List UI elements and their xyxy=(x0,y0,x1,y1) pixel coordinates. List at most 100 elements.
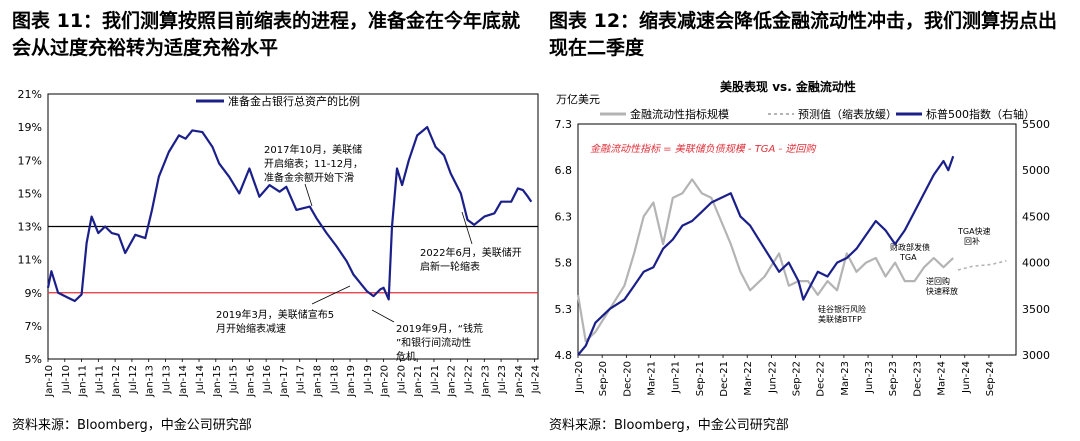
chart2-y-tick-label: 4.8 xyxy=(555,349,573,362)
chart2-y-tick-label: 7.3 xyxy=(555,118,573,131)
chart1-x-tick-label: Jan-21 xyxy=(413,365,424,398)
chart2-x-tick-label: Sep-22 xyxy=(792,361,803,396)
chart1-legend-label: 准备金占银行总资产的比例 xyxy=(228,94,360,108)
chart2-y2-tick-label: 3500 xyxy=(1022,303,1050,316)
chart2: 美股表现 vs. 金融流动性 万亿美元 7.3 6.8 6.3 5.8 5.3 4.8 5… xyxy=(555,79,1051,397)
chart2-plot-area xyxy=(577,123,1017,356)
chart1-x-tick-label: Jan-16 xyxy=(245,365,256,398)
chart1-x-tick-label: Jul-15 xyxy=(229,365,240,394)
chart1-y-tick-label: 15% xyxy=(18,187,42,200)
chart2-legend-sp500: 标普500指数（右轴） xyxy=(926,107,1035,121)
chart2-y-tick-label: 5.8 xyxy=(555,257,573,270)
chart2-x-tick-label: Sep-20 xyxy=(598,361,609,396)
chart1-x-tick-label: Jan-17 xyxy=(279,365,290,398)
chart1: 21% 19% 17% 15% 13% 11% 9% 7% 5% Jan-10 Jul-10 Jan… xyxy=(18,88,542,398)
figure2-title: 图表 12：缩表减速会降低金融流动性冲击，我们测算拐点出现在二季度 xyxy=(549,10,1058,59)
chart2-legend-liquidity: 金融流动性指标规模 xyxy=(630,107,729,121)
chart1-y-tick-label: 13% xyxy=(18,221,42,234)
chart2-ylabel: 万亿美元 xyxy=(556,93,600,106)
chart2-x-tick-label: Jun-22 xyxy=(767,361,778,394)
chart2-x-tick-label: Jun-23 xyxy=(864,361,875,394)
chart1-annotation-2017: 2017年10月，美联储开启缩表；11-12月，准备金余额开始下滑 xyxy=(264,143,363,184)
chart1-annotation-2022-leader xyxy=(461,211,473,245)
chart1-x-tick-label: Jan-22 xyxy=(447,365,458,398)
chart1-y-tick-label: 9% xyxy=(25,287,42,300)
chart1-annotation-2019-03-leader xyxy=(311,285,351,305)
chart1-x-tick-label: Jan-20 xyxy=(380,365,391,398)
chart1-x-tick-label: Jul-14 xyxy=(195,365,206,394)
chart2-series-liquidity xyxy=(576,178,954,343)
chart1-x-tick-label: Jul-13 xyxy=(161,365,172,394)
chart2-x-tick-label: Mar-24 xyxy=(937,361,948,396)
chart1-x-tick-label: Jan-14 xyxy=(178,365,189,398)
chart1-x-tick-label: Jan-15 xyxy=(212,365,223,398)
chart1-x-tick-label: Jul-18 xyxy=(329,365,340,394)
chart2-y2-tick-label: 4000 xyxy=(1022,257,1050,270)
chart1-y-tick-label: 17% xyxy=(18,154,42,167)
chart1-x-tick-label: Jan-13 xyxy=(145,365,156,398)
chart1-x-tick-label: Jul-21 xyxy=(430,365,441,394)
chart2-x-tick-label: Mar-22 xyxy=(743,361,754,396)
chart1-y-tick-label: 7% xyxy=(25,320,42,333)
chart1-x-tick-label: Jul-24 xyxy=(531,365,542,394)
chart1-x-tick-label: Jul-20 xyxy=(396,365,407,394)
chart1-x-tick-label: Jan-10 xyxy=(44,365,55,398)
chart1-y-tick-label: 19% xyxy=(18,121,42,134)
chart2-x-tick-label: Mar-21 xyxy=(647,361,658,396)
chart1-y-tick-label: 21% xyxy=(18,88,42,101)
chart1-x-tick-label: Jul-22 xyxy=(464,365,475,394)
chart2-x-tick-label: Dec-20 xyxy=(622,361,633,397)
chart2-x-tick-label: Jun-21 xyxy=(671,361,682,394)
chart1-annotation-2019-03: 2019年3月，美联储宣布5 月开始缩表减速 xyxy=(216,308,334,335)
chart2-x-tick-label: Mar-23 xyxy=(840,361,851,396)
chart2-title: 美股表现 vs. 金融流动性 xyxy=(720,79,856,94)
chart1-x-tick-label: Jan-24 xyxy=(514,365,525,398)
chart2-x-tick-label: Dec-22 xyxy=(816,361,827,397)
chart1-x-tick-label: Jan-18 xyxy=(312,365,323,398)
chart1-y-tick-label: 11% xyxy=(18,254,42,267)
chart2-x-tick-label: Sep-23 xyxy=(888,361,899,396)
chart2-y2-tick-label: 4500 xyxy=(1022,210,1050,223)
chart2-y-tick-label: 6.3 xyxy=(555,210,573,223)
chart2-x-tick-label: Jun-20 xyxy=(574,361,585,394)
chart2-annotation-rrp: 逆回购快速释放 xyxy=(926,276,958,296)
chart1-x-tick-label: Jul-11 xyxy=(94,365,105,394)
chart2-annotation-treasury: 财政部发债 TGA xyxy=(890,242,930,262)
chart2-y2-tick-label: 5000 xyxy=(1022,164,1050,177)
figure2-source: 资料来源：Bloomberg，中金公司研究部 xyxy=(549,418,789,433)
chart2-annotation-tga-refill: TGA快速回补 xyxy=(957,226,991,246)
chart2-x-tick-label: Jun-24 xyxy=(961,361,972,394)
chart2-formula: 金融流动性指标 = 美联储负债规模 - TGA - 逆回购 xyxy=(590,143,817,155)
chart1-x-tick-label: Jan-12 xyxy=(111,365,122,398)
chart2-y-tick-label: 6.8 xyxy=(555,164,573,177)
chart2-series-sp500 xyxy=(577,155,955,356)
chart2-x-tick-label: Dec-23 xyxy=(912,361,923,397)
chart1-x-tick-label: Jul-17 xyxy=(296,365,307,394)
chart2-series-forecast xyxy=(957,260,1007,271)
chart2-y-tick-label: 5.3 xyxy=(555,303,573,316)
chart2-annotation-svb: 硅谷银行风险美联储BTFP xyxy=(818,304,866,324)
chart1-x-tick-label: Jul-10 xyxy=(61,365,72,394)
chart1-x-tick-label: Jan-19 xyxy=(346,365,357,398)
chart1-x-tick-label: Jul-12 xyxy=(128,365,139,394)
chart2-x-tick-label: Sep-24 xyxy=(985,361,996,396)
figure1-source: 资料来源：Bloomberg，中金公司研究部 xyxy=(12,418,252,433)
chart1-y-tick-label: 5% xyxy=(25,353,42,366)
chart1-x-tick-label: Jul-23 xyxy=(497,365,508,394)
chart1-x-tick-label: Jul-19 xyxy=(363,365,374,394)
chart2-x-tick-label: Dec-21 xyxy=(719,361,730,397)
chart1-annotation-2019-09-leader xyxy=(371,309,395,323)
chart1-x-tick-label: Jul-16 xyxy=(262,365,273,394)
chart1-annotation-2019-09: 2019年9月，“钱荒”和银行间流动性危机 xyxy=(396,322,483,363)
chart1-series-reserve-ratio xyxy=(46,125,533,303)
chart1-annotation-2022: 2022年6月，美联储开启新一轮缩表 xyxy=(420,246,522,273)
figure1-title: 图表 11：我们测算按照目前缩表的进程，准备金在今年底就会从过度充裕转为适度充裕… xyxy=(12,10,521,59)
chart1-x-tick-label: Jan-11 xyxy=(78,365,89,398)
chart2-x-tick-label: Sep-21 xyxy=(695,361,706,396)
chart1-x-tick-label: Jan-23 xyxy=(480,365,491,398)
chart2-legend-forecast: 预测值（缩表放缓） xyxy=(798,107,897,121)
chart2-y2-tick-label: 5500 xyxy=(1022,118,1050,131)
chart1-annotation-2017-leader xyxy=(304,183,313,207)
chart2-y2-tick-label: 3000 xyxy=(1022,349,1050,362)
